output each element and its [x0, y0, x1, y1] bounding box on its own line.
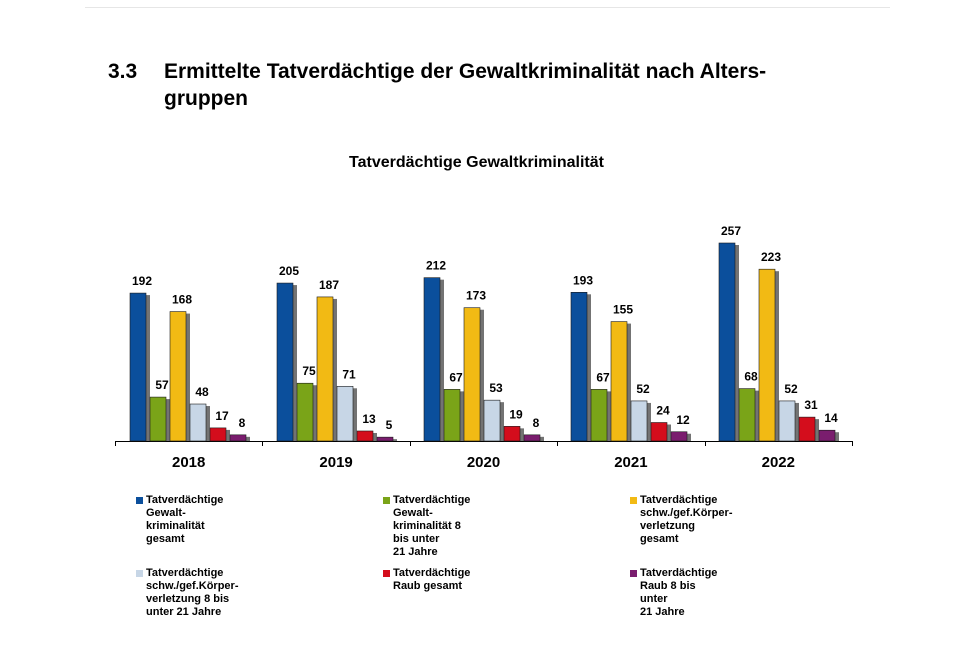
- legend-label: Tatverdächtige Raub gesamt: [393, 567, 471, 592]
- data-label: 173: [466, 289, 486, 303]
- bar: [169, 311, 187, 442]
- bar: [296, 382, 314, 442]
- data-label: 53: [489, 381, 503, 395]
- data-label: 223: [761, 250, 781, 264]
- section-title: Ermittelte Tatverdächtige der Gewaltkrim…: [164, 58, 864, 112]
- bar: [209, 427, 227, 442]
- bar: [129, 292, 147, 442]
- bar: [670, 431, 688, 442]
- x-tick-label: 2020: [467, 454, 500, 471]
- legend-label: Tatverdächtige schw./gef.Körper- verletz…: [146, 567, 239, 618]
- bar: [610, 321, 628, 442]
- x-tick-label: 2021: [614, 454, 647, 471]
- data-label: 257: [721, 224, 741, 238]
- bar: [336, 385, 354, 442]
- bar: [503, 426, 521, 442]
- section-number: 3.3: [108, 60, 138, 83]
- legend-swatch: [136, 570, 143, 577]
- bar: [818, 429, 836, 442]
- bar: [316, 296, 334, 442]
- data-label: 8: [533, 416, 540, 430]
- bar: [376, 436, 394, 442]
- bar: [443, 389, 461, 442]
- bar: [738, 388, 756, 442]
- bar: [189, 403, 207, 442]
- bar: [570, 292, 588, 442]
- data-label: 168: [172, 293, 192, 307]
- chart-title: Tatverdächtige Gewaltkriminalität: [349, 154, 604, 171]
- data-label: 212: [426, 259, 446, 273]
- x-tick-label: 2019: [319, 454, 352, 471]
- top-divider: [85, 7, 890, 8]
- section-title-line-2: gruppen: [164, 87, 248, 110]
- data-label: 5: [386, 418, 393, 432]
- bar: [590, 389, 608, 442]
- legend-label: Tatverdächtige schw./gef.Körper- verletz…: [640, 494, 733, 545]
- data-label: 24: [656, 404, 670, 418]
- data-label: 52: [784, 382, 798, 396]
- bar: [778, 400, 796, 442]
- data-label: 67: [596, 370, 610, 384]
- data-label: 193: [573, 273, 593, 287]
- bar: [463, 307, 481, 442]
- data-label: 17: [215, 409, 229, 423]
- data-label: 8: [239, 416, 246, 430]
- data-label: 52: [636, 382, 650, 396]
- legend-swatch: [383, 497, 390, 504]
- data-label: 31: [804, 398, 818, 412]
- bar: [523, 434, 541, 442]
- section-title-line-1: Ermittelte Tatverdächtige der Gewaltkrim…: [164, 60, 767, 83]
- data-label: 155: [613, 303, 633, 317]
- data-label: 67: [449, 370, 463, 384]
- bar: [798, 416, 816, 442]
- data-label: 12: [676, 413, 690, 427]
- legend-label: Tatverdächtige Raub 8 bis unter 21 Jahre: [640, 567, 718, 618]
- data-label: 57: [155, 378, 169, 392]
- bar: [229, 434, 247, 442]
- bar: [483, 399, 501, 442]
- legend-swatch: [383, 570, 390, 577]
- data-label: 14: [824, 411, 838, 425]
- data-label: 13: [362, 412, 376, 426]
- data-label: 71: [342, 367, 356, 381]
- bar: [758, 268, 776, 442]
- data-label: 192: [132, 274, 152, 288]
- data-label: 75: [302, 364, 316, 378]
- legend-label: Tatverdächtige Gewalt- kriminalität 8 bi…: [393, 494, 471, 558]
- x-tick-label: 2022: [762, 454, 795, 471]
- data-label: 187: [319, 278, 339, 292]
- data-label: 19: [509, 407, 523, 421]
- x-tick-label: 2018: [172, 454, 205, 471]
- legend-label: Tatverdächtige Gewalt- kriminalität gesa…: [146, 494, 224, 545]
- data-label: 68: [744, 370, 758, 384]
- bar: [630, 400, 648, 442]
- bar: [276, 282, 294, 442]
- bar: [650, 422, 668, 442]
- legend-swatch: [136, 497, 143, 504]
- bar: [718, 242, 736, 442]
- bar: [423, 277, 441, 442]
- data-label: 205: [279, 264, 299, 278]
- legend-swatch: [630, 497, 637, 504]
- bar: [149, 396, 167, 442]
- data-label: 48: [195, 385, 209, 399]
- bar: [356, 430, 374, 442]
- legend-swatch: [630, 570, 637, 577]
